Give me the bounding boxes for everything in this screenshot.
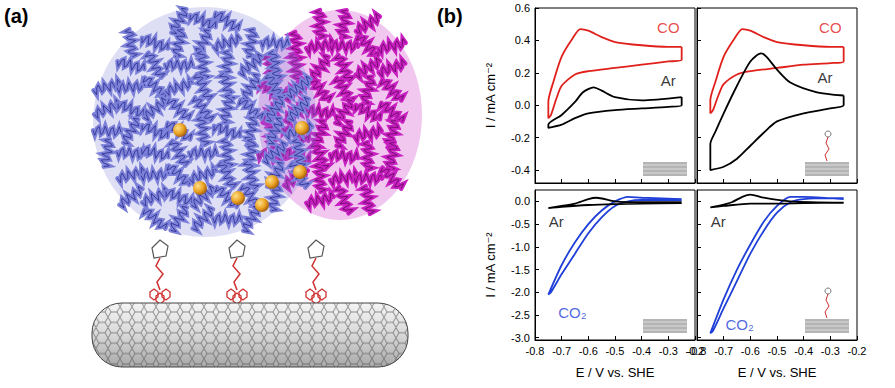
svg-text:Ar: Ar	[661, 72, 676, 89]
svg-text:-0.3: -0.3	[659, 345, 678, 357]
svg-text:CO: CO	[819, 19, 842, 36]
svg-text:Ar: Ar	[711, 213, 726, 230]
svg-text:-0.8: -0.8	[688, 345, 707, 357]
svg-text:E / V vs. SHE: E / V vs. SHE	[738, 365, 817, 380]
svg-text:-0.2: -0.2	[848, 345, 867, 357]
svg-text:-1.0: -1.0	[511, 241, 530, 253]
svg-text:0.0: 0.0	[515, 99, 530, 111]
svg-text:0.0: 0.0	[515, 195, 530, 207]
svg-text:0.4: 0.4	[515, 34, 530, 46]
svg-text:-3.0: -3.0	[511, 332, 530, 344]
svg-text:-0.7: -0.7	[714, 345, 733, 357]
svg-text:0.2: 0.2	[515, 67, 530, 79]
svg-text:-0.5: -0.5	[768, 345, 787, 357]
svg-text:CO₂: CO₂	[558, 304, 587, 321]
svg-text:-0.5: -0.5	[511, 218, 530, 230]
svg-text:0.6: 0.6	[515, 2, 530, 14]
svg-text:-0.4: -0.4	[511, 164, 530, 176]
svg-text:-0.3: -0.3	[821, 345, 840, 357]
svg-text:-2.0: -2.0	[511, 286, 530, 298]
svg-text:-0.4: -0.4	[794, 345, 813, 357]
svg-text:-0.8: -0.8	[526, 345, 545, 357]
svg-text:(b): (b)	[437, 5, 463, 27]
svg-text:(a): (a)	[4, 5, 28, 27]
svg-text:-0.2: -0.2	[511, 132, 530, 144]
svg-text:-0.6: -0.6	[579, 345, 598, 357]
svg-text:-0.5: -0.5	[606, 345, 625, 357]
svg-text:Ar: Ar	[549, 213, 564, 230]
svg-text:-0.4: -0.4	[632, 345, 651, 357]
svg-text:-0.6: -0.6	[741, 345, 760, 357]
svg-text:E / V vs. SHE: E / V vs. SHE	[576, 365, 655, 380]
svg-text:I / mA cm⁻²: I / mA cm⁻²	[483, 232, 498, 298]
svg-text:CO₂: CO₂	[726, 316, 755, 333]
svg-text:-0.7: -0.7	[552, 345, 571, 357]
svg-text:-1.5: -1.5	[511, 264, 530, 276]
svg-text:-2.5: -2.5	[511, 309, 530, 321]
svg-text:CO: CO	[657, 19, 680, 36]
svg-text:Ar: Ar	[818, 69, 833, 86]
svg-text:I / mA cm⁻²: I / mA cm⁻²	[483, 62, 498, 128]
